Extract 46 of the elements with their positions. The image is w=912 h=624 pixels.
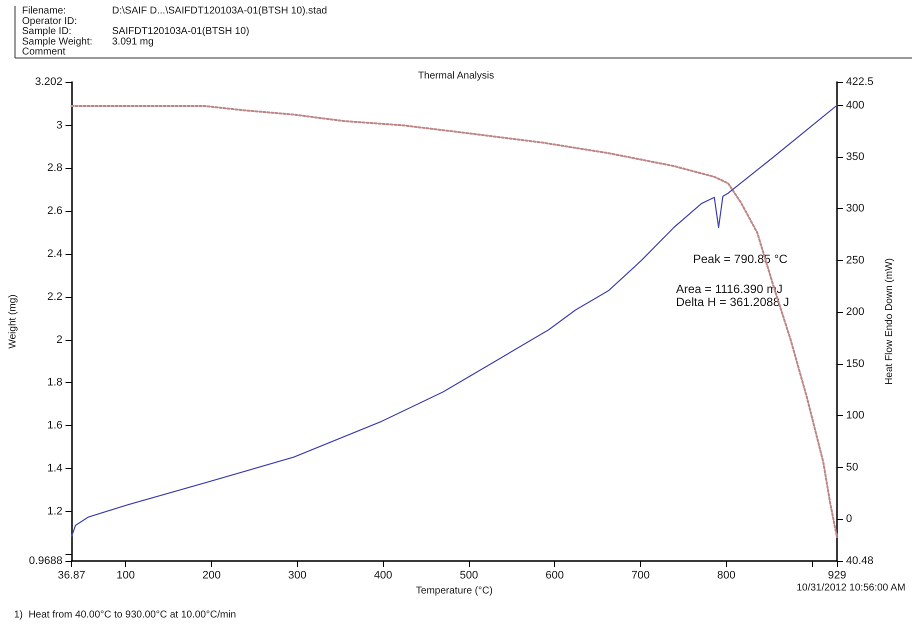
y-tick-label: 3 (56, 119, 63, 132)
y2-tick-label: 400 (846, 99, 864, 112)
y2-tick-label: 40.48 (846, 555, 874, 567)
text: 1) Heat from 40.00°C to 930.00°C at 10.00°C/min (14, 610, 236, 620)
text: Operator ID: (22, 16, 78, 27)
y-tick-label: 2.4 (47, 248, 63, 260)
x-tick-label: 800 (717, 570, 736, 582)
x-tick-label: 36.87 (58, 570, 86, 582)
y-tick-label: 0.9688 (28, 555, 63, 567)
y-tick-label: 1.4 (47, 462, 63, 475)
text: Filename: D:\SAIF D...\SAIFDT120103A-01(BTSH 10).stad (22, 6, 328, 16)
y2-tick-label: 350 (846, 151, 864, 164)
y-tick-label: 2.6 (47, 205, 63, 218)
y-tick-label: 3.202 (35, 76, 63, 88)
x-tick-label: 700 (631, 570, 650, 582)
x-tick-label: 400 (374, 570, 392, 582)
x-tick-label: 929 (828, 570, 846, 582)
y2-axis-title: Heat Flow Endo Down (mW) (884, 258, 895, 385)
y2-tick-label: 422.5 (846, 76, 874, 88)
annotation: Peak = 790.85 °C (693, 252, 788, 266)
x-tick-label: 200 (202, 570, 221, 582)
x-axis-title: Temperature (°C) (416, 585, 493, 596)
chart-title: Thermal Analysis (418, 70, 494, 82)
x-tick-label: 500 (460, 570, 478, 582)
y2-tick-label: 100 (846, 410, 864, 422)
y-tick-label: 1.8 (47, 376, 63, 389)
y-axis-title: Weight (mg) (8, 294, 18, 349)
y-tick-label: 2.8 (47, 162, 63, 174)
y-tick-label: 2.2 (47, 290, 63, 303)
y2-tick-label: 50 (846, 461, 858, 474)
y2-tick-label: 200 (846, 306, 864, 318)
y2-tick-label: 300 (846, 202, 864, 215)
annotation: Delta H = 361.2088 J (676, 295, 790, 309)
y2-tick-label: 0 (846, 513, 852, 526)
text: 10/31/2012 10:56:00 AM (796, 582, 906, 594)
text: Sample ID: SAIFDT120103A-01(BTSH 10) (22, 26, 250, 38)
x-tick-label: 100 (116, 570, 135, 582)
y2-tick-label: 150 (846, 358, 864, 370)
y-tick-label: 1.2 (47, 505, 63, 518)
text: Comment (22, 46, 66, 58)
text: Sample Weight: 3.091 mg (22, 36, 154, 48)
y2-tick-label: 250 (846, 254, 864, 266)
x-tick-label: 300 (288, 570, 306, 582)
x-tick-label: 600 (546, 570, 564, 582)
y-tick-label: 2 (56, 334, 63, 346)
y-tick-label: 1.6 (47, 420, 63, 432)
